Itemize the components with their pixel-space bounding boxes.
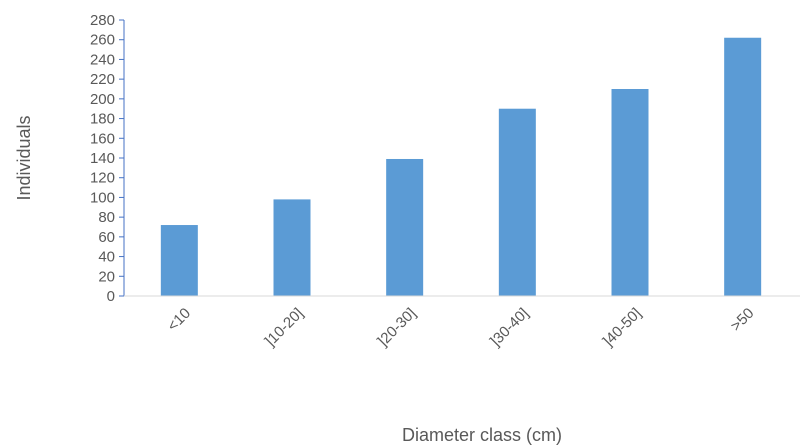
y-tick-label: 140	[90, 150, 115, 167]
bar-1	[273, 199, 311, 296]
y-tick-label: 20	[98, 268, 115, 285]
y-axis-title: Individuals	[14, 115, 34, 200]
x-tick-label: >50	[727, 305, 757, 335]
y-tick-label: 100	[90, 189, 115, 206]
bar-5	[724, 37, 762, 296]
y-tick-label: 280	[90, 12, 115, 29]
x-axis-title: Diameter class (cm)	[402, 425, 562, 445]
bar-3	[498, 108, 536, 296]
x-tick-label: ]10-20]	[262, 305, 307, 350]
x-axis-tick-labels: <10 ]10-20] ]20-30] ]30-40] ]40-50] >50	[164, 305, 757, 350]
y-tick-label: 80	[98, 209, 115, 226]
y-tick-label: 220	[90, 71, 115, 88]
y-tick-label: 260	[90, 32, 115, 49]
y-tick-label: 60	[98, 229, 115, 246]
x-tick-label: ]20-30]	[374, 305, 419, 350]
x-tick-label: <10	[164, 305, 194, 335]
y-tick-label: 40	[98, 249, 115, 266]
x-tick-label: ]30-40]	[487, 305, 532, 350]
y-tick-label: 200	[90, 91, 115, 108]
bars	[160, 37, 762, 296]
y-axis-ticks: 0 20 40 60 80 100 120 140 160 180 200 220 240 260 280	[90, 12, 124, 305]
x-tick-label: ]40-50]	[600, 305, 645, 350]
bar-4	[611, 89, 649, 296]
y-tick-label: 240	[90, 51, 115, 68]
bar-2	[386, 158, 424, 296]
bar-0	[160, 225, 198, 296]
y-tick-label: 120	[90, 170, 115, 187]
y-tick-label: 160	[90, 130, 115, 147]
y-tick-label: 0	[107, 288, 115, 305]
y-tick-label: 180	[90, 111, 115, 128]
